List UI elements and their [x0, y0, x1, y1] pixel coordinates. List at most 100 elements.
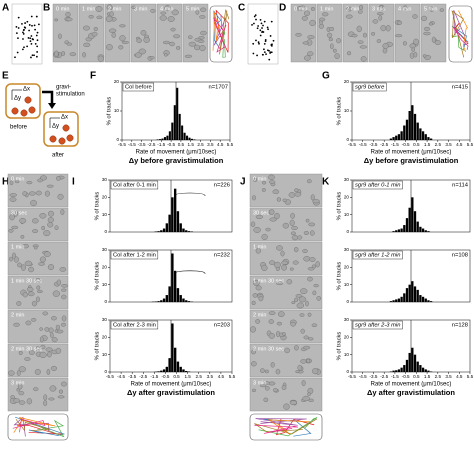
amyloplast: [268, 319, 274, 325]
amyloplast: [96, 15, 103, 20]
amyloplast: [200, 30, 207, 36]
bar: [168, 286, 171, 302]
amyloplast: [184, 54, 193, 58]
bar: [397, 369, 401, 372]
y-axis-label: % of tracks: [337, 192, 343, 221]
amyloplast: [54, 50, 59, 57]
dot: [257, 25, 260, 27]
bar: [190, 231, 193, 232]
title-box: [352, 250, 403, 260]
bar: [395, 135, 398, 140]
bar: [160, 370, 163, 372]
amyloplast: [272, 189, 280, 195]
x-tick-label: 0.5: [178, 142, 185, 147]
y-tick-label: 0: [346, 369, 349, 374]
bar: [183, 132, 186, 140]
amyloplast: [12, 210, 19, 217]
bar: [416, 289, 419, 302]
amyloplast: [295, 33, 302, 37]
x-tick-label: 1.5: [424, 142, 431, 147]
x-tick-label: -0.5: [161, 374, 169, 379]
bar: [176, 87, 179, 140]
y-tick-label: 30: [344, 317, 350, 322]
bar: [413, 286, 417, 302]
bar: [429, 301, 433, 302]
bar: [427, 370, 430, 372]
amyloplast: [62, 124, 70, 132]
dot: [21, 22, 23, 25]
amyloplast: [149, 56, 155, 60]
amyloplast: [28, 106, 36, 114]
amyloplast: [188, 35, 193, 40]
amyloplast: [12, 252, 16, 259]
x-tick-label: 1.5: [188, 142, 195, 147]
bar: [392, 231, 395, 232]
n-label: n=226: [214, 183, 230, 189]
x-tick-label: -5.5: [348, 142, 356, 147]
amyloplast: [20, 234, 25, 239]
x-tick-label: -5.5: [106, 374, 114, 379]
amyloplast: [281, 260, 289, 265]
amyloplast: [334, 53, 340, 60]
amyloplast: [362, 32, 367, 38]
amyloplast: [106, 44, 113, 51]
panel-letter: B: [43, 3, 50, 14]
bar: [185, 230, 188, 232]
bar: [168, 214, 171, 232]
dot: [258, 42, 260, 45]
arrow-label: gravi-: [56, 85, 71, 91]
y-tick-label: 10: [102, 352, 108, 357]
amyloplast: [310, 6, 315, 11]
amyloplast: [290, 212, 295, 219]
amyloplast: [273, 388, 278, 393]
amyloplast: [357, 40, 364, 44]
x-tick-label: 4.5: [456, 374, 463, 379]
bar: [186, 135, 189, 140]
frame-label: 1 min 30 sec: [253, 278, 284, 284]
panel-letter: E: [2, 71, 9, 82]
bar: [413, 354, 417, 372]
y-axis-label: % of tracks: [95, 192, 101, 221]
amyloplast: [9, 180, 14, 186]
dot: [38, 23, 40, 26]
amyloplast: [283, 403, 290, 410]
bar: [157, 301, 160, 302]
track: [13, 416, 56, 433]
frame-label: 2 min 30 sec: [11, 346, 42, 352]
x-tick-label: -4.5: [359, 374, 367, 379]
dot: [255, 39, 257, 42]
bar: [168, 131, 171, 140]
title-box: [352, 180, 403, 190]
bar: [392, 137, 395, 140]
bar: [171, 122, 174, 140]
track: [258, 417, 318, 437]
amyloplast: [97, 55, 104, 62]
amyloplast: [255, 319, 261, 324]
frame-label: 5 min: [186, 6, 199, 12]
amyloplast: [22, 191, 28, 196]
bar: [419, 365, 422, 372]
amyloplast: [385, 25, 391, 32]
amyloplast: [28, 266, 35, 273]
chart-title: sgr9 after 2-3 min: [355, 323, 400, 329]
bar: [156, 139, 159, 140]
dot: [36, 31, 39, 34]
dot: [270, 20, 273, 23]
x-tick-label: 3.5: [207, 142, 214, 147]
amyloplast: [382, 48, 388, 54]
dot: [33, 54, 35, 57]
frame-label: 4 min: [398, 6, 411, 12]
n-label: n=415: [452, 85, 468, 91]
track: [451, 10, 465, 58]
amyloplast: [140, 29, 147, 36]
track: [21, 418, 65, 438]
amyloplast: [20, 264, 27, 271]
x-tick-label: 4.5: [218, 374, 225, 379]
amyloplast: [18, 366, 26, 373]
micrograph: [182, 3, 209, 63]
amyloplast: [395, 34, 403, 38]
frame-label: 0 min: [11, 176, 24, 182]
amyloplast: [264, 369, 269, 374]
amyloplast: [66, 42, 73, 46]
amyloplast: [105, 15, 113, 23]
